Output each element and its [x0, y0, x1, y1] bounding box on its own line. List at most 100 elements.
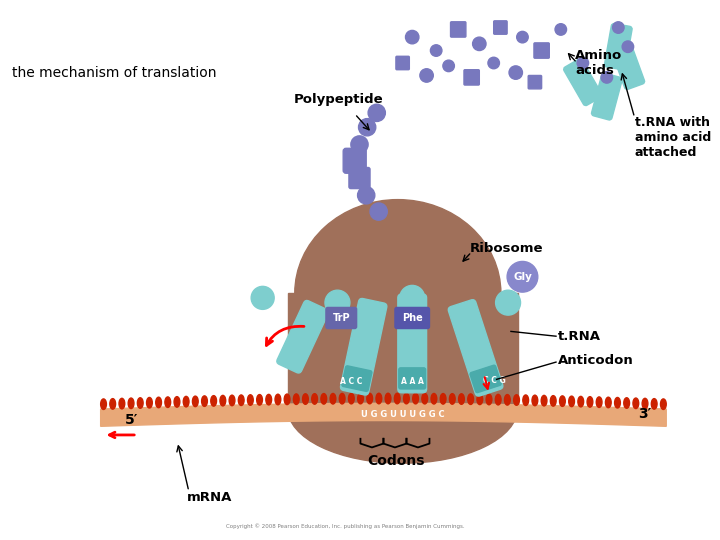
FancyBboxPatch shape — [605, 24, 632, 70]
Circle shape — [472, 37, 486, 51]
Ellipse shape — [422, 394, 428, 404]
Ellipse shape — [523, 395, 528, 406]
Circle shape — [517, 31, 528, 43]
Ellipse shape — [202, 396, 207, 407]
Circle shape — [488, 57, 500, 69]
Circle shape — [431, 45, 442, 56]
Text: 5′: 5′ — [125, 414, 138, 427]
Circle shape — [622, 41, 634, 52]
Ellipse shape — [248, 395, 253, 406]
Ellipse shape — [403, 393, 409, 404]
Circle shape — [400, 286, 425, 310]
FancyBboxPatch shape — [396, 56, 410, 70]
Circle shape — [251, 286, 274, 309]
FancyBboxPatch shape — [564, 59, 602, 106]
Text: Codons: Codons — [367, 454, 425, 468]
Ellipse shape — [266, 394, 271, 405]
Ellipse shape — [101, 399, 107, 409]
Circle shape — [601, 72, 613, 83]
Ellipse shape — [468, 394, 474, 404]
Text: Anticodon: Anticodon — [558, 354, 634, 367]
FancyBboxPatch shape — [326, 307, 356, 328]
Ellipse shape — [642, 399, 648, 409]
Ellipse shape — [119, 399, 125, 409]
Text: Polypeptide: Polypeptide — [294, 93, 383, 106]
Ellipse shape — [339, 394, 345, 404]
Circle shape — [325, 290, 350, 315]
Ellipse shape — [652, 399, 657, 409]
Ellipse shape — [229, 395, 235, 406]
Text: TrP: TrP — [333, 313, 350, 323]
FancyBboxPatch shape — [398, 294, 426, 393]
Ellipse shape — [138, 398, 143, 408]
Ellipse shape — [541, 395, 547, 406]
FancyBboxPatch shape — [342, 366, 372, 392]
Ellipse shape — [495, 394, 501, 405]
FancyArrowPatch shape — [266, 326, 304, 346]
Ellipse shape — [505, 395, 510, 405]
Ellipse shape — [615, 397, 621, 408]
Circle shape — [495, 290, 521, 315]
FancyBboxPatch shape — [528, 76, 541, 89]
Ellipse shape — [587, 397, 593, 407]
Polygon shape — [287, 293, 518, 408]
Ellipse shape — [165, 397, 171, 408]
Ellipse shape — [486, 394, 492, 405]
Ellipse shape — [633, 398, 639, 409]
FancyBboxPatch shape — [399, 368, 426, 389]
Ellipse shape — [358, 393, 364, 404]
Ellipse shape — [287, 353, 518, 463]
Ellipse shape — [330, 394, 336, 404]
FancyBboxPatch shape — [341, 299, 387, 395]
Circle shape — [405, 30, 419, 44]
Ellipse shape — [156, 397, 161, 408]
Ellipse shape — [559, 396, 565, 407]
Ellipse shape — [385, 393, 391, 404]
Circle shape — [358, 187, 375, 204]
Text: Phe: Phe — [402, 313, 423, 323]
Text: 3′: 3′ — [639, 407, 652, 421]
Ellipse shape — [110, 399, 116, 409]
Circle shape — [555, 24, 567, 35]
Circle shape — [370, 203, 387, 220]
Ellipse shape — [220, 395, 225, 406]
Ellipse shape — [128, 398, 134, 409]
Circle shape — [420, 69, 433, 82]
FancyBboxPatch shape — [276, 300, 328, 373]
Text: U G G U U U G G C: U G G U U U G G C — [361, 410, 444, 420]
Ellipse shape — [275, 394, 281, 405]
Polygon shape — [101, 403, 666, 426]
Text: the mechanism of translation: the mechanism of translation — [12, 66, 216, 80]
FancyBboxPatch shape — [395, 307, 429, 328]
Ellipse shape — [395, 393, 400, 404]
Ellipse shape — [211, 396, 217, 406]
Text: Amino
acids: Amino acids — [575, 49, 622, 77]
Text: Gly: Gly — [513, 272, 532, 282]
FancyBboxPatch shape — [494, 21, 507, 34]
Ellipse shape — [578, 396, 584, 407]
Ellipse shape — [532, 395, 538, 406]
Circle shape — [368, 104, 385, 122]
Ellipse shape — [147, 397, 153, 408]
Text: t.RNA with
amino acid
attached: t.RNA with amino acid attached — [634, 116, 711, 159]
FancyBboxPatch shape — [592, 73, 622, 120]
Ellipse shape — [513, 395, 519, 406]
Ellipse shape — [184, 396, 189, 407]
Ellipse shape — [596, 397, 602, 408]
Ellipse shape — [376, 393, 382, 404]
Ellipse shape — [321, 394, 327, 404]
Text: Ribosome: Ribosome — [469, 241, 543, 254]
Ellipse shape — [477, 394, 482, 404]
Ellipse shape — [238, 395, 244, 406]
Ellipse shape — [606, 397, 611, 408]
Circle shape — [577, 57, 588, 69]
Circle shape — [359, 119, 376, 136]
Circle shape — [509, 66, 523, 79]
Text: C C G: C C G — [483, 376, 506, 385]
Ellipse shape — [459, 394, 464, 404]
Ellipse shape — [256, 395, 262, 405]
Text: A C C: A C C — [340, 377, 362, 386]
Circle shape — [507, 261, 538, 292]
Ellipse shape — [302, 394, 308, 404]
Ellipse shape — [569, 396, 575, 407]
